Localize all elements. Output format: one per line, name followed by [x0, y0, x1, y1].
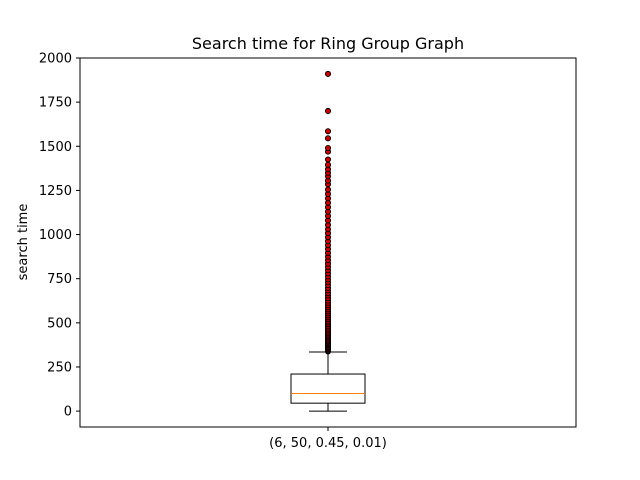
y-axis-label: search time	[16, 204, 31, 281]
y-tick-label: 0	[64, 405, 72, 420]
outlier-point	[324, 144, 332, 152]
y-tick-label: 2000	[39, 52, 72, 67]
y-tick-label: 500	[47, 316, 72, 331]
y-tick-label: 250	[47, 360, 72, 375]
outlier-point	[324, 135, 332, 142]
y-tick-label: 1500	[39, 140, 72, 155]
x-axis: (6, 50, 0.45, 0.01)	[269, 427, 387, 451]
y-tick-label: 1750	[39, 96, 72, 111]
chart-title: Search time for Ring Group Graph	[192, 34, 464, 53]
outlier-point	[324, 156, 332, 163]
x-tick-label: (6, 50, 0.45, 0.01)	[269, 436, 387, 451]
outlier-point	[324, 186, 332, 193]
outlier-point	[324, 107, 332, 115]
y-axis: 0 250 500 750 1000 1250 1500 1750 2000	[39, 52, 80, 420]
box-plot	[290, 70, 366, 412]
y-tick-label: 1000	[39, 228, 72, 243]
y-tick-label: 750	[47, 272, 72, 287]
outlier-point	[324, 128, 332, 135]
outlier-point	[324, 70, 332, 77]
y-tick-label: 1250	[39, 184, 72, 199]
outlier-point	[324, 161, 332, 168]
iqr-box	[290, 373, 366, 404]
